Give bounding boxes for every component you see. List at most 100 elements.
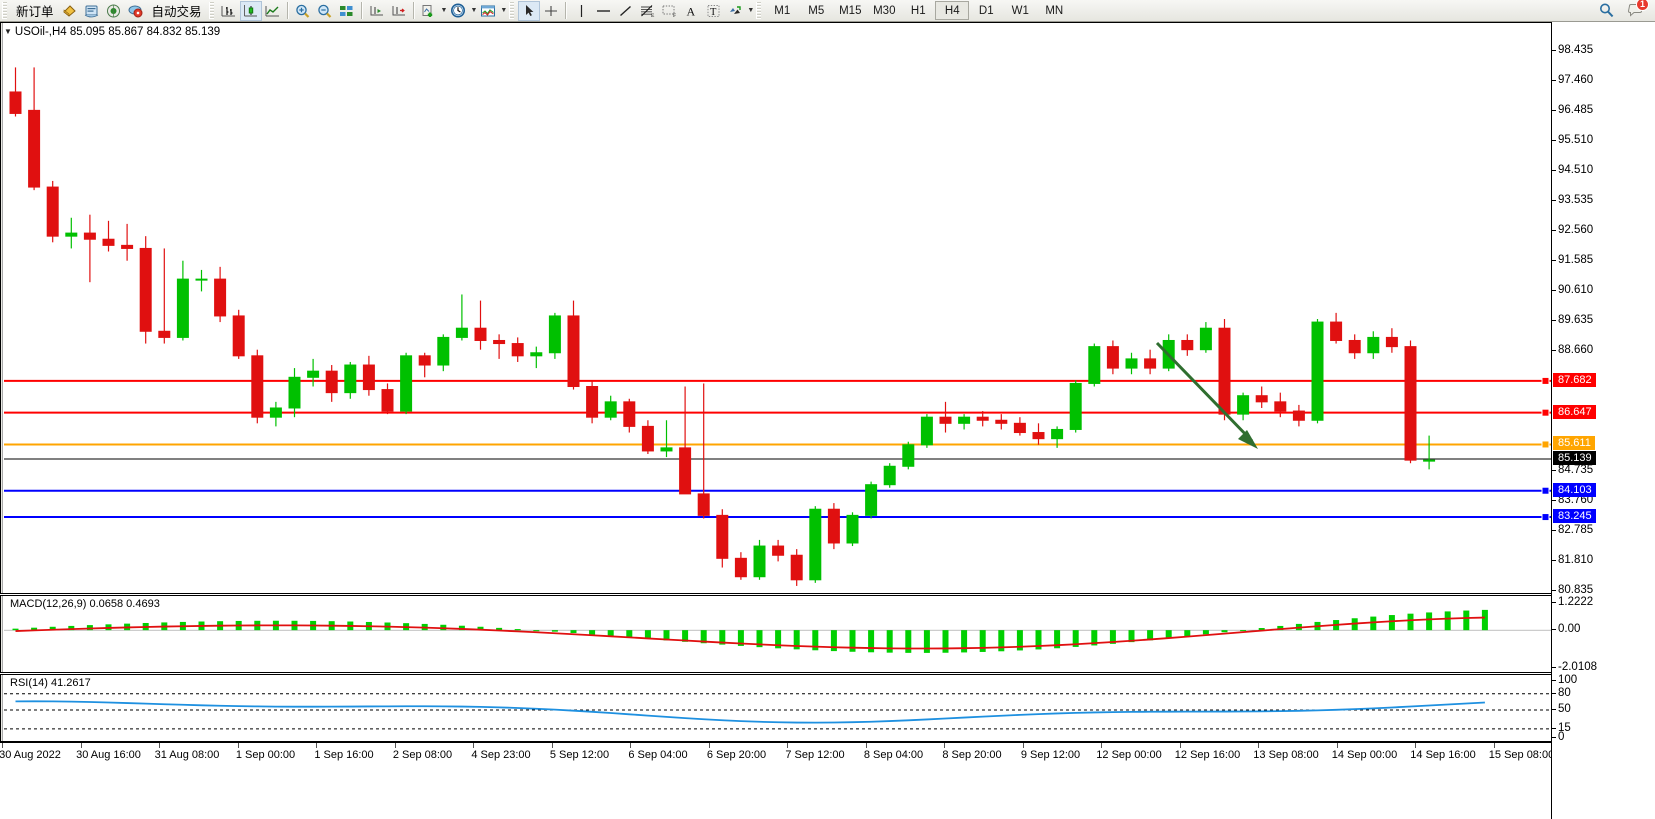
- autotrading-label: 自动交易: [151, 5, 202, 19]
- expert-advisor-icon[interactable]: [59, 1, 81, 21]
- pane-left-edge: [0, 23, 3, 593]
- price-level-tag[interactable]: 87.682: [1553, 372, 1596, 387]
- price-level-tag[interactable]: 83.245: [1553, 509, 1596, 524]
- trend-arrow-annotation[interactable]: [1155, 341, 1258, 449]
- horizontal-line-icon[interactable]: [592, 1, 614, 21]
- trendline-icon[interactable]: [614, 1, 636, 21]
- time-scale[interactable]: 30 Aug 2022 30 Aug 16:00 31 Aug 08:00 1 Sep…: [0, 742, 1554, 768]
- timeframe-m15[interactable]: M15: [839, 4, 862, 17]
- toolbar-grip-2[interactable]: [208, 2, 214, 19]
- rsi-tick: 80: [1552, 686, 1571, 699]
- price-scale[interactable]: 98.435 97.460 96.485 95.510 94.510 93.535 92.5…: [1551, 22, 1655, 819]
- macd-histogram-bar: [1221, 630, 1228, 633]
- price-level-tag[interactable]: 85.611: [1553, 436, 1595, 451]
- toolbar-separator-3: [412, 2, 415, 19]
- timeframe-w1[interactable]: W1: [1011, 4, 1029, 17]
- indicators-icon[interactable]: [418, 1, 440, 21]
- new-order-label: 新订单: [16, 5, 54, 19]
- fibonacci-icon[interactable]: E: [636, 1, 658, 21]
- candle-body: [548, 315, 561, 354]
- macd-histogram-bar: [979, 630, 986, 652]
- zoom-in-icon[interactable]: [292, 1, 314, 21]
- price-level-handle[interactable]: [1541, 440, 1550, 449]
- templates-icon[interactable]: [477, 1, 499, 21]
- toolbar-grip-3[interactable]: [509, 2, 515, 19]
- shapes-icon[interactable]: [724, 1, 746, 21]
- cursor-icon[interactable]: [518, 0, 541, 21]
- time-tick-mark: [1101, 743, 1102, 748]
- notification-icon[interactable]: 1: [1625, 0, 1649, 21]
- chart-shift-icon[interactable]: [366, 1, 388, 21]
- main-price-pane[interactable]: ▼ USOil-,H4 85.095 85.867 84.832 85.139: [0, 22, 1655, 594]
- timeframe-m30[interactable]: M30: [873, 4, 896, 17]
- time-axis-label: 14 Sep 16:00: [1410, 749, 1476, 761]
- price-tick: 83.760: [1551, 494, 1594, 507]
- timeframe-mn[interactable]: MN: [1045, 4, 1064, 17]
- timeframe-d1[interactable]: D1: [978, 4, 994, 17]
- timeframe-h1[interactable]: H1: [910, 4, 926, 17]
- timeframe-m1[interactable]: M1: [774, 4, 791, 17]
- price-level-handle[interactable]: [1541, 408, 1550, 417]
- search-icon[interactable]: [1595, 1, 1617, 21]
- time-axis-label: 14 Sep 00:00: [1331, 749, 1398, 761]
- price-level-tag[interactable]: 84.103: [1553, 482, 1596, 497]
- text-icon[interactable]: A: [680, 1, 702, 21]
- data-window-icon[interactable]: [81, 1, 103, 21]
- macd-histogram-bar: [1128, 630, 1135, 643]
- macd-pane[interactable]: MACD(12,26,9) 0.0658 0.4693: [0, 595, 1655, 673]
- navigator-icon[interactable]: [103, 1, 125, 21]
- autotrading-button[interactable]: 自动交易: [147, 0, 207, 21]
- chart-area[interactable]: ▼ USOil-,H4 85.095 85.867 84.832 85.139 M…: [0, 22, 1655, 819]
- candle-body: [455, 327, 468, 338]
- zoom-out-icon[interactable]: [314, 1, 336, 21]
- chevron-down-icon-4[interactable]: ▼: [747, 7, 755, 14]
- rsi-tick: 15: [1552, 721, 1571, 734]
- macd-histogram-bar: [514, 629, 521, 631]
- candle-body: [1032, 432, 1045, 440]
- price-level-handle[interactable]: [1541, 376, 1550, 385]
- toolbar-grip[interactable]: [2, 2, 7, 19]
- price-tick: 92.560: [1551, 224, 1594, 237]
- chevron-down-icon-3[interactable]: ▼: [500, 7, 508, 14]
- price-tick: 97.460: [1551, 73, 1594, 86]
- chart-bottom-filler: [0, 768, 1655, 819]
- price-level-tag[interactable]: 86.647: [1553, 404, 1596, 419]
- toolbar-grip-4[interactable]: [756, 2, 762, 19]
- crosshair-icon[interactable]: [540, 1, 562, 21]
- price-level-handle[interactable]: [1541, 513, 1550, 522]
- collapse-triangle-icon[interactable]: ▼: [4, 27, 12, 36]
- period-icon[interactable]: [447, 1, 469, 21]
- new-order-button[interactable]: 新订单: [11, 0, 59, 21]
- chevron-down-icon[interactable]: ▼: [440, 7, 448, 14]
- macd-histogram-bar: [775, 630, 782, 649]
- macd-histogram-bar: [1035, 630, 1042, 650]
- bar-chart-icon[interactable]: [218, 1, 240, 21]
- candlestick-chart-icon[interactable]: [239, 0, 262, 21]
- time-tick-mark: [787, 743, 788, 748]
- line-chart-icon[interactable]: [262, 1, 284, 21]
- candle-body: [344, 364, 357, 394]
- timeframe-m5[interactable]: M5: [808, 4, 825, 17]
- price-level-handle[interactable]: [1541, 486, 1550, 495]
- candle-body: [325, 370, 338, 394]
- tile-windows-icon[interactable]: [336, 1, 358, 21]
- rsi-pane[interactable]: RSI(14) 41.2617: [0, 674, 1655, 742]
- terminal-icon[interactable]: [125, 1, 147, 21]
- text-label-icon[interactable]: F: [658, 1, 680, 21]
- candle-body: [214, 278, 227, 317]
- candle-body: [1013, 422, 1026, 434]
- macd-histogram-bar: [644, 630, 651, 639]
- chevron-down-icon-2[interactable]: ▼: [470, 7, 478, 14]
- auto-scroll-icon[interactable]: [388, 1, 410, 21]
- time-tick-mark: [473, 743, 474, 748]
- time-tick-mark: [80, 743, 82, 748]
- candle-body: [437, 336, 450, 366]
- time-tick-mark: [1022, 743, 1024, 748]
- timeframe-h4[interactable]: H4: [935, 1, 970, 20]
- price-level-tag[interactable]: 85.139: [1553, 450, 1596, 465]
- candle-body: [1367, 336, 1380, 354]
- macd-histogram-bar: [1184, 630, 1191, 637]
- text-box-icon[interactable]: T: [702, 1, 724, 21]
- candle-body: [102, 238, 115, 246]
- vertical-line-icon[interactable]: [570, 1, 592, 21]
